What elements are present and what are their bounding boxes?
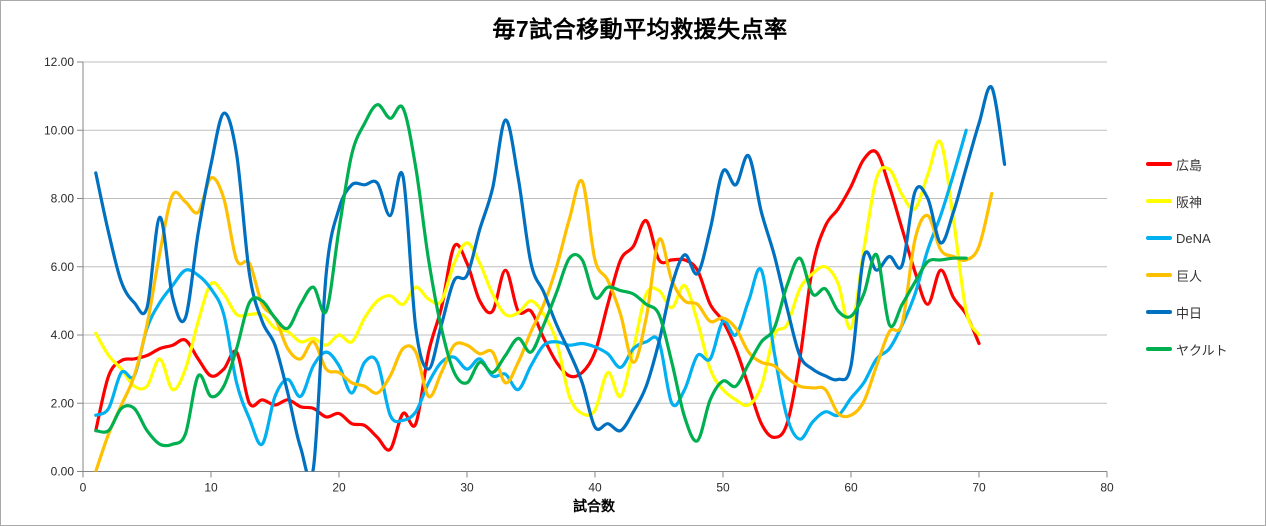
series-line-yakult bbox=[94, 103, 968, 448]
series-line-hiroshima bbox=[94, 149, 981, 452]
chart-title: 毎7試合移動平均救援失点率 bbox=[492, 16, 788, 42]
y-tick-label-10.00: 10.00 bbox=[44, 123, 74, 137]
x-tick-label-80: 80 bbox=[1100, 481, 1114, 495]
y-tick-label-4.00: 4.00 bbox=[51, 328, 75, 342]
series-line-kyojin bbox=[94, 176, 994, 472]
x-axis-title: 試合数 bbox=[573, 498, 615, 514]
y-tick-label-8.00: 8.00 bbox=[51, 192, 75, 206]
y-tick-label-12.00: 12.00 bbox=[44, 55, 74, 69]
x-tick-label-70: 70 bbox=[972, 481, 986, 495]
x-tick-label-50: 50 bbox=[716, 481, 730, 495]
series-line-chunichi bbox=[94, 85, 1007, 472]
y-tick-label-2.00: 2.00 bbox=[51, 396, 75, 410]
x-tick-label-30: 30 bbox=[460, 481, 474, 495]
series-line-dena bbox=[94, 128, 968, 447]
x-tick-label-10: 10 bbox=[204, 481, 218, 495]
x-tick-label-20: 20 bbox=[332, 481, 346, 495]
y-tick-label-0.00: 0.00 bbox=[51, 465, 75, 479]
y-tick-label-6.00: 6.00 bbox=[51, 260, 75, 274]
x-tick-label-60: 60 bbox=[844, 481, 858, 495]
x-tick-label-0: 0 bbox=[80, 481, 87, 495]
x-tick-label-40: 40 bbox=[588, 481, 602, 495]
